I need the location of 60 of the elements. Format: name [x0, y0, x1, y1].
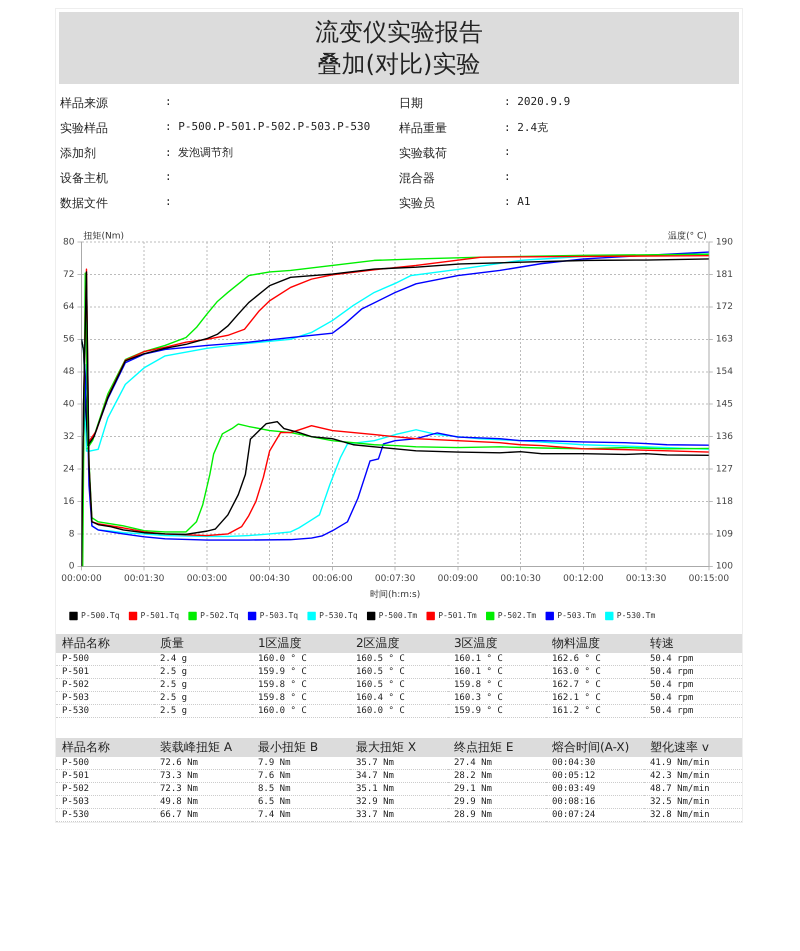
text: 实验员 : A1: [399, 195, 530, 210]
y-tick-label: 0: [68, 562, 75, 572]
x-axis-title: 时间(h:m:s): [370, 588, 420, 600]
x-tick-label: 00:06:00: [312, 574, 353, 584]
y2-tick-label: 109: [716, 529, 734, 540]
x-tick-label: 00:13:30: [626, 574, 667, 584]
y-tick-label: 56: [63, 334, 75, 345]
legend-label: P-530.Tm: [616, 611, 656, 620]
x-tick-label: 00:10:30: [500, 574, 542, 584]
y2-tick-label: 190: [716, 237, 734, 248]
y-tick-label: 64: [63, 302, 75, 312]
text: 数据文件 :: [60, 195, 172, 210]
x-tick-label: 00:01:30: [124, 574, 165, 584]
text: 样品来源 :: [60, 95, 172, 110]
y-tick-label: 8: [68, 529, 75, 540]
x-tick-label: 00:09:00: [438, 574, 478, 584]
text: 日期 : 2020.9.9: [399, 95, 570, 110]
text: 样品重量 : 2.4克: [399, 121, 548, 135]
text: 设备主机 :: [60, 170, 172, 185]
y-tick-label: 80: [63, 237, 75, 248]
y2-tick-label: 127: [716, 464, 734, 474]
legend-label: P-500.Tm: [378, 611, 418, 620]
text: P-500 72.6 Nm 7.9 Nm 35.7 Nm 27.4 Nm 00:04:30 41.9 Nm/min P-501 73.3 Nm 7.6 Nm 34.7 Nm 28.2 Nm 00:05:12 42.3 Nm/min P-502 72.3 Nm 8.5 Nm 35.1 Nm 29.1 Nm 00:03:49 48.7 Nm/min P-503 49.8 Nm 6.5 Nm 32.9 Nm 29.9 Nm 00:08:16 32.5 Nm/min P-530 66.7 Nm 7.4 Nm 33.7 Nm 28.9 Nm 00:07:24 32.8 Nm/min: [62, 758, 710, 820]
text: P-500 2.4 g 160.0 ° C 160.5 ° C 160.1 ° C 162.6 ° C 50.4 rpm P-501 2.5 g 159.9 ° C 160.5 ° C 160.1 ° C 163.0 ° C 50.4 rpm P-502 2.5 g 159.8 ° C 160.5 ° C 159.8 ° C 162.7 ° C 50.4 rpm P-503 2.5 g 159.8 ° C 160.4 ° C 160.3 ° C 162.1 ° C 50.4 rpm P-530 2.5 g 160.0 ° C 160.0 ° C 159.9 ° C 161.2 ° C 50.4 rpm: [62, 654, 694, 716]
y2-tick-label: 136: [716, 432, 734, 442]
y2-tick-label: 154: [716, 367, 734, 378]
x-tick-label: 00:04:30: [249, 574, 290, 584]
x-tick-label: 00:15:00: [688, 574, 730, 584]
chart-subtitle: 叠加(对比)实验: [316, 49, 482, 80]
chart-title: 流变仪实验报告: [314, 17, 484, 48]
legend-label: P-530.Tq: [319, 611, 358, 620]
y-tick-label: 40: [63, 400, 75, 410]
text: 添加剂 : 发泡调节剂: [60, 146, 234, 160]
y2-tick-label: 145: [716, 400, 734, 410]
legend-label: P-503.Tm: [557, 611, 596, 620]
text: 实验样品 : P-500.P-501.P-502.P-503.P-530: [60, 120, 370, 135]
y2-tick-label: 163: [716, 334, 734, 345]
legend-label: P-500.Tq: [81, 611, 120, 620]
text: 实验载荷 :: [399, 145, 511, 160]
legend-label: P-501.Tm: [438, 611, 477, 620]
y-tick-label: 24: [63, 464, 75, 474]
y2-tick-label: 172: [716, 302, 734, 312]
y-tick-label: 16: [63, 496, 75, 507]
legend-label: P-503.Tq: [260, 611, 298, 620]
x-tick-label: 00:00:00: [61, 574, 102, 584]
y-tick-label: 48: [63, 367, 75, 378]
y2-axis-title: 温度(° C): [668, 230, 707, 242]
legend-label: P-502.Tm: [498, 611, 536, 620]
y2-tick-label: 181: [716, 270, 734, 280]
y-axis-title: 扭矩(Nm): [83, 230, 124, 242]
y-tick-label: 72: [63, 270, 74, 280]
y2-tick-label: 118: [716, 496, 734, 507]
legend-label: P-501.Tq: [140, 611, 180, 620]
x-tick-label: 00:12:00: [563, 574, 604, 584]
text: 混合器 :: [399, 170, 511, 185]
x-tick-label: 00:07:30: [374, 574, 416, 584]
legend-label: P-502.Tq: [200, 611, 239, 620]
y2-tick-label: 100: [716, 562, 734, 572]
x-tick-label: 00:03:00: [186, 574, 228, 584]
y-tick-label: 32: [63, 432, 74, 442]
